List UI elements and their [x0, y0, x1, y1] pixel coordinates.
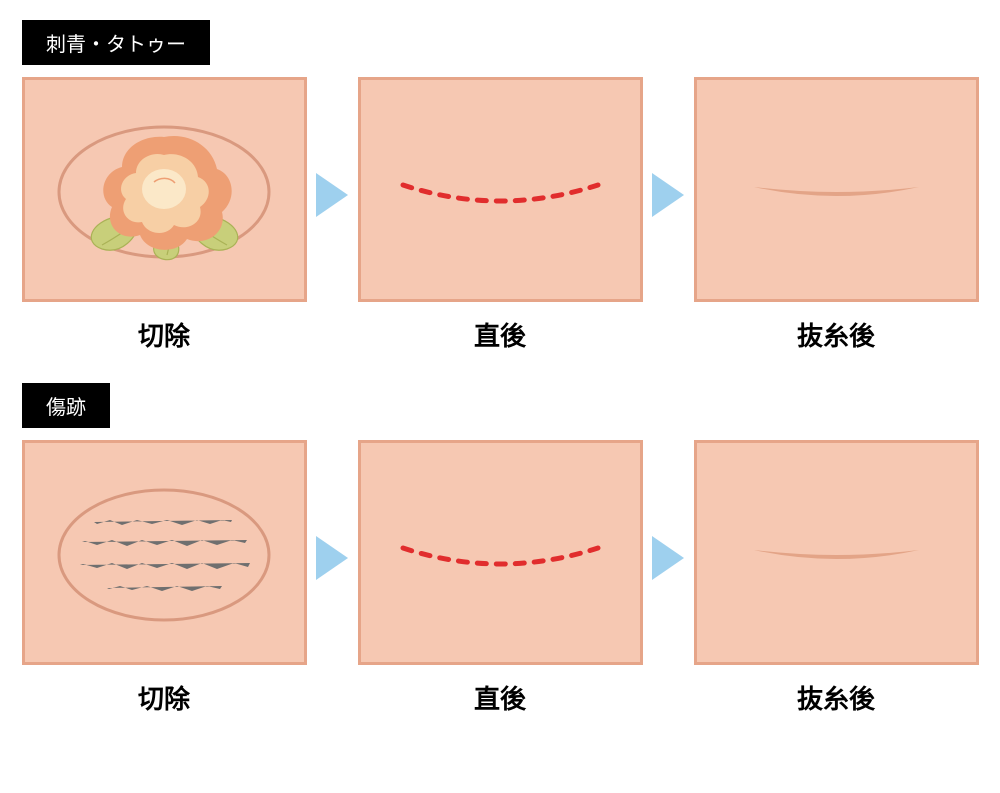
panel-stitched: 直後 — [356, 77, 644, 353]
section-tattoo: 刺青・タトゥー — [20, 20, 980, 353]
panel-svg — [22, 440, 307, 665]
panel-tattoo-before: 切除 — [20, 77, 308, 353]
panel-caption: 切除 — [138, 679, 190, 716]
panel-healed: 抜糸後 — [692, 440, 980, 716]
arrow-icon — [316, 173, 348, 217]
panel-stitched: 直後 — [356, 440, 644, 716]
panel-svg — [358, 440, 643, 665]
panel-caption: 直後 — [474, 316, 526, 353]
panel-svg — [694, 440, 979, 665]
panel-caption: 抜糸後 — [797, 316, 875, 353]
panel-caption: 切除 — [138, 316, 190, 353]
arrow-icon — [316, 536, 348, 580]
panel-caption: 抜糸後 — [797, 679, 875, 716]
panel-healed: 抜糸後 — [692, 77, 980, 353]
panel-scar-before: 切除 — [20, 440, 308, 716]
panel-row: 切除 直後 抜糸後 — [20, 440, 980, 716]
panel-svg — [358, 77, 643, 302]
section-tag: 傷跡 — [22, 383, 110, 428]
section-scar: 傷跡 切除 — [20, 383, 980, 716]
section-tag: 刺青・タトゥー — [22, 20, 210, 65]
panel-caption: 直後 — [474, 679, 526, 716]
arrow-icon — [652, 536, 684, 580]
arrow-icon — [652, 173, 684, 217]
panel-svg — [694, 77, 979, 302]
panel-svg — [22, 77, 307, 302]
panel-row: 切除 直後 抜糸後 — [20, 77, 980, 353]
